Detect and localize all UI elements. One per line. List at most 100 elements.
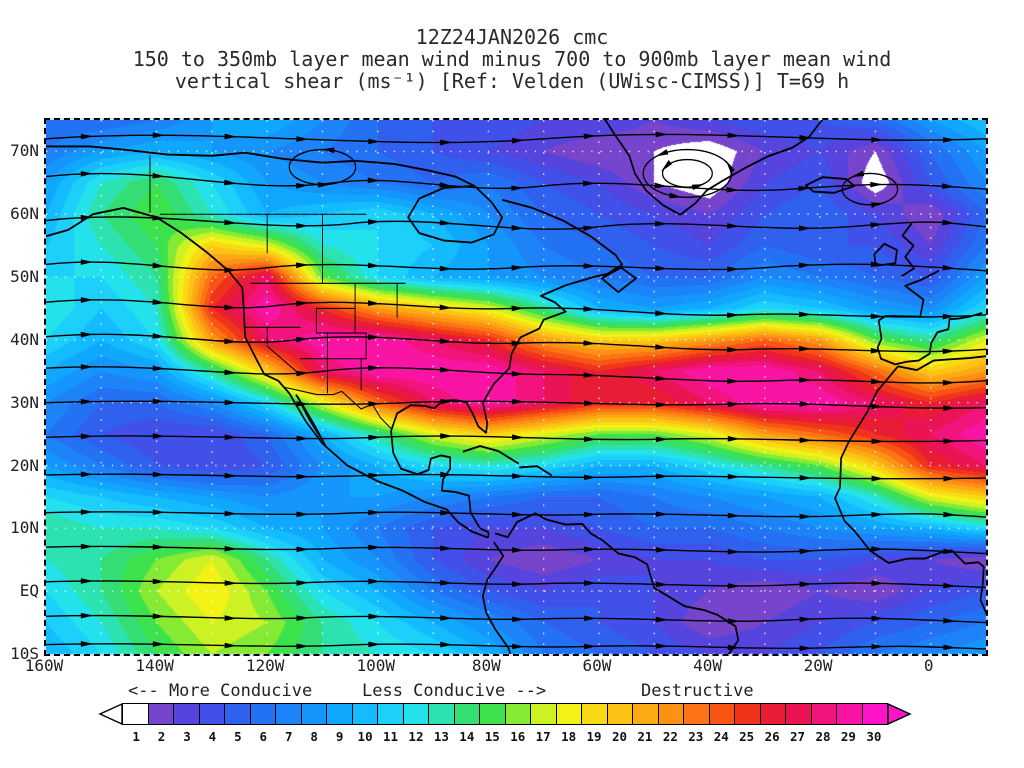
streamline-arrowhead-icon <box>798 345 812 352</box>
colorbar-number: 14 <box>459 729 475 744</box>
streamline-arrowhead-icon <box>368 401 381 407</box>
legend-less-conducive: Less Conducive --> <box>362 681 547 701</box>
streamline-arrowhead-icon <box>871 546 884 552</box>
colorbar-cell <box>709 704 735 724</box>
streamline-arrowhead-icon <box>152 613 166 620</box>
streamline-arrowhead-icon <box>439 366 453 373</box>
streamline-arrowhead-icon <box>224 615 238 621</box>
colorbar-cell <box>429 704 455 724</box>
streamline-arrowhead-icon <box>296 546 310 553</box>
colorbar-number: 22 <box>662 729 678 744</box>
colorbar-number: 18 <box>561 729 577 744</box>
streamline-arrowhead-icon <box>440 641 453 648</box>
streamline-arrowhead-icon <box>583 263 597 269</box>
streamline-arrowhead-icon <box>726 187 740 193</box>
streamline-arrowhead-icon <box>368 138 381 145</box>
colorbar-cell <box>505 704 531 724</box>
colorbar-number: 26 <box>764 729 780 744</box>
colorbar-number: 27 <box>790 729 806 744</box>
lon-tick-label: 60W <box>582 656 612 675</box>
streamline-arrowhead-icon <box>727 312 740 319</box>
colorbar-number: 28 <box>815 729 831 744</box>
streamline-arrowhead-icon <box>655 310 668 316</box>
streamline-arrowhead-icon <box>584 580 597 586</box>
streamline-arrowhead-icon <box>80 297 94 303</box>
streamline-arrowhead-icon <box>368 434 381 441</box>
streamline-arrowhead-icon <box>440 139 453 146</box>
streamline-arrowhead-icon <box>943 582 956 589</box>
streamline-arrowhead-icon <box>511 185 524 192</box>
colorbar-number: 7 <box>284 729 293 744</box>
streamline-arrowhead-icon <box>296 223 309 229</box>
streamline-arrowhead-icon <box>942 183 955 189</box>
colorbar-right-arrow-icon <box>888 703 912 725</box>
streamline-arrowhead-icon <box>152 398 166 405</box>
colorbar-number: 13 <box>433 729 449 744</box>
lon-tick-label: 0 <box>923 656 934 675</box>
streamline-arrowhead-icon <box>870 261 884 268</box>
streamline-arrowhead-icon <box>296 511 310 518</box>
colorbar-number: 24 <box>713 729 729 744</box>
streamline-arrowhead-icon <box>511 305 525 312</box>
streamline-arrowhead-icon <box>440 509 453 516</box>
colorbar-cell <box>556 704 582 724</box>
streamline-arrowhead-icon <box>321 147 335 154</box>
colorbar-cell <box>123 704 149 724</box>
streamline-arrowhead-icon <box>870 181 883 188</box>
lon-tick-label: 40W <box>693 656 722 675</box>
streamline-arrowhead-icon <box>655 375 668 382</box>
streamline-arrowhead-icon <box>799 645 813 652</box>
colorbar-number: 29 <box>840 729 856 744</box>
shear-heatmap-canvas <box>46 120 986 654</box>
streamline-arrowhead-icon <box>655 473 669 480</box>
streamline-arrowhead-icon <box>871 136 884 143</box>
colorbar-cell <box>199 704 225 724</box>
colorbar-cell <box>786 704 812 724</box>
streamline-arrowhead-icon <box>870 202 884 208</box>
lon-tick-label: 20W <box>803 656 833 675</box>
streamline-arrowhead-icon <box>583 615 597 622</box>
streamline-arrowhead-icon <box>367 262 381 269</box>
lon-tick-label: 100W <box>356 656 396 675</box>
streamline-arrowhead-icon <box>152 509 166 515</box>
streamline-arrowhead-icon <box>511 370 525 377</box>
streamline-arrowhead-icon <box>799 474 813 481</box>
streamline-arrowhead-icon <box>798 185 811 192</box>
streamline-arrowhead-icon <box>943 617 956 624</box>
streamline-arrowhead-icon <box>295 300 309 307</box>
streamline-arrowhead-icon <box>152 333 166 339</box>
streamline-arrowhead-icon <box>655 643 669 649</box>
streamline-arrowhead-icon <box>655 131 669 138</box>
streamline-arrowhead-icon <box>224 179 237 186</box>
colorbar-number: 25 <box>739 729 755 744</box>
streamline-arrowhead-icon <box>80 433 94 440</box>
colorbar-number: 5 <box>234 729 242 744</box>
streamline-arrowhead-icon <box>224 338 237 345</box>
colorbar-cells <box>122 703 888 725</box>
colorbar-number: 1 <box>132 729 140 744</box>
streamline-arrowhead-icon <box>655 149 669 157</box>
streamline-arrowhead-icon <box>661 159 672 172</box>
streamline-arrowhead-icon <box>512 511 525 518</box>
colorbar-cell <box>403 704 429 724</box>
colorbar-cell <box>760 704 786 724</box>
streamline-arrowhead-icon <box>943 475 956 482</box>
conduciveness-legend: <-- More Conducive Less Conducive --> De… <box>0 681 1024 701</box>
streamline-arrowhead-icon <box>727 132 741 139</box>
streamline-arrowhead-icon <box>152 365 166 371</box>
streamline-arrowhead-icon <box>727 378 740 385</box>
streamline-arrowhead-icon <box>80 364 94 370</box>
lat-tick-label: EQ <box>19 581 39 601</box>
colorbar-cell <box>837 704 863 724</box>
streamline-arrowhead-icon <box>655 265 668 272</box>
streamline-arrowhead-icon <box>511 138 525 144</box>
streamline-arrowhead-icon <box>367 177 381 184</box>
streamline-arrowhead-icon <box>80 612 94 619</box>
streamline-arrowhead-icon <box>799 437 813 443</box>
streamline-arrowhead-icon <box>655 220 668 227</box>
streamline-arrowhead-icon <box>583 180 596 187</box>
streamline-arrowhead-icon <box>152 132 166 139</box>
streamline-arrowhead-icon <box>799 513 813 520</box>
chart-titles: 12Z24JAN2026 cmc 150 to 350mb layer mean… <box>0 26 1024 92</box>
lon-tick-label: 120W <box>245 656 285 675</box>
